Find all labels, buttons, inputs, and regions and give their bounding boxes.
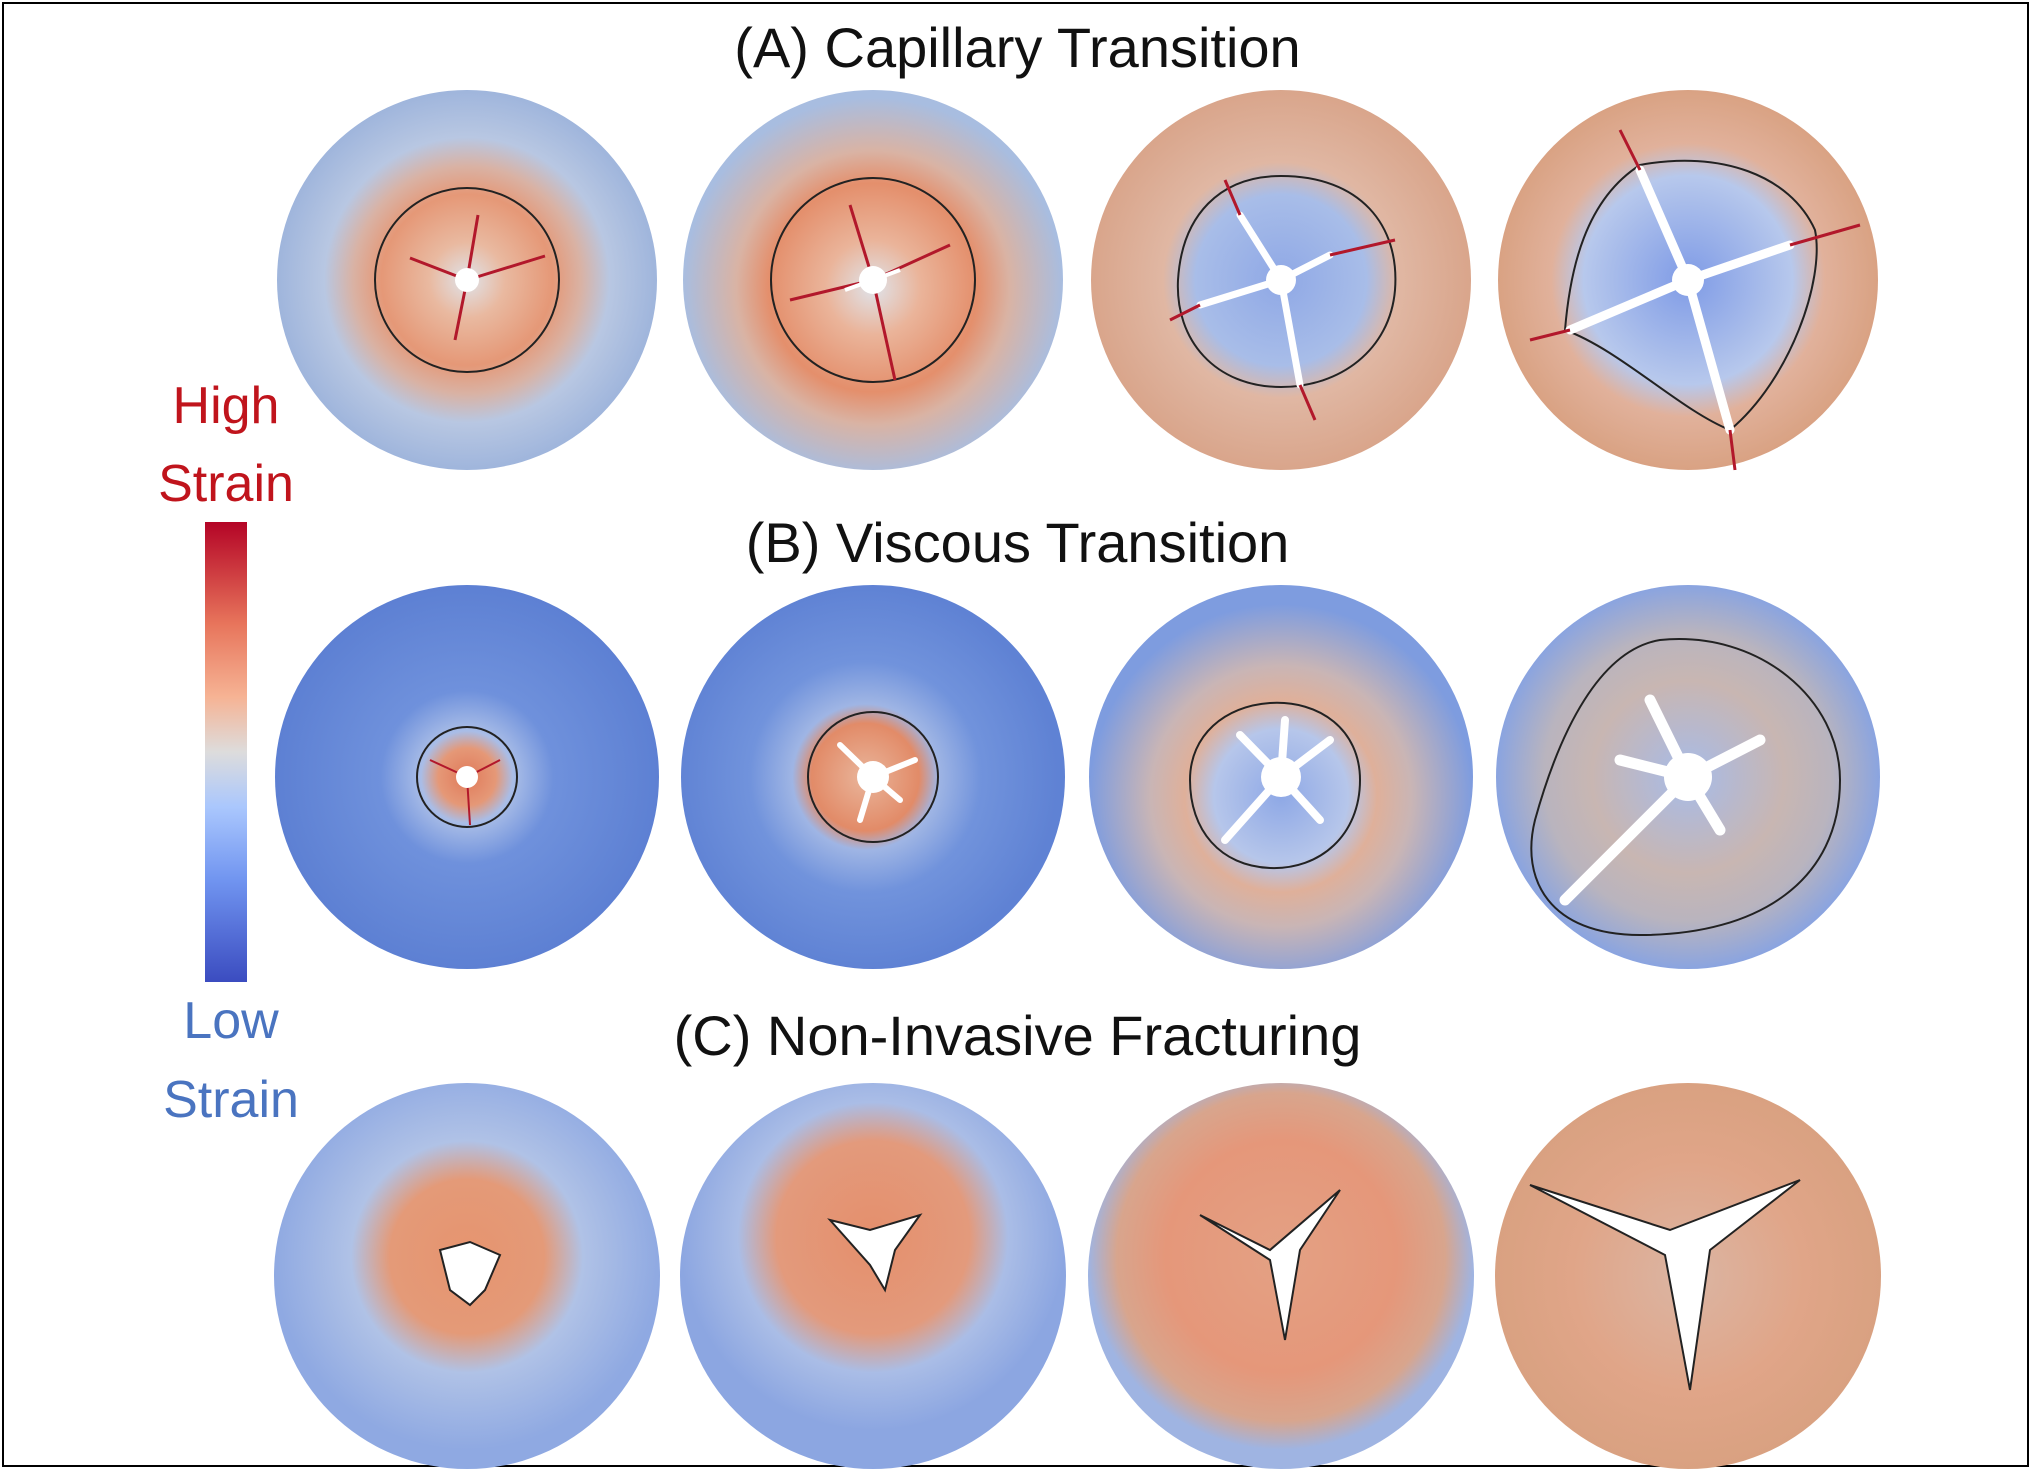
strain-colorbar — [205, 522, 247, 982]
panel-b1 — [275, 585, 659, 969]
legend-high-label-1: High — [172, 377, 280, 435]
panel-c3 — [1088, 1083, 1474, 1469]
panel-c2 — [680, 1083, 1066, 1469]
legend-high-label-2: Strain — [158, 455, 294, 513]
panel-b4 — [1496, 585, 1880, 969]
panel-a4 — [1498, 90, 1878, 471]
row-title-non-invasive: (C) Non-Invasive Fracturing — [673, 1004, 1362, 1067]
panel-a1 — [277, 90, 657, 470]
panel-c4 — [1495, 1083, 1881, 1469]
row-title-viscous: (B) Viscous Transition — [745, 511, 1290, 574]
panel-a3 — [1091, 90, 1471, 470]
panel-a2 — [683, 90, 1063, 470]
row-title-capillary: (A) Capillary Transition — [734, 16, 1301, 79]
legend-low-label-1: Low — [183, 992, 279, 1050]
panel-b3 — [1089, 585, 1473, 969]
panel-b2 — [681, 585, 1065, 969]
panel-c1 — [274, 1083, 660, 1469]
legend-low-label-2: Strain — [163, 1071, 299, 1129]
